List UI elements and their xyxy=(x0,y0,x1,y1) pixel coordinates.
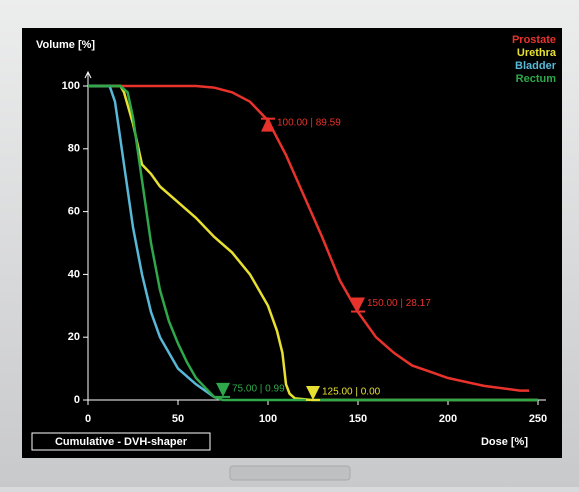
y-tick-label: 20 xyxy=(68,331,80,343)
button-strip xyxy=(229,465,351,481)
mode-box xyxy=(31,432,211,451)
y-tick-label: 0 xyxy=(74,394,80,406)
y-tick-label: 40 xyxy=(68,268,80,280)
x-tick-label: 100 xyxy=(259,413,277,425)
dose-marker-label: 150.00 | 28.17 xyxy=(367,298,431,309)
series-line xyxy=(88,84,538,402)
dose-marker xyxy=(306,386,320,400)
mode-label: Cumulative - DVH-shaper xyxy=(55,436,188,448)
legend-entry: Prostate xyxy=(512,34,556,46)
x-tick-label: 0 xyxy=(85,413,91,425)
y-tick-label: 100 xyxy=(62,80,80,92)
y-axis-arrow xyxy=(84,70,92,79)
screen xyxy=(22,28,562,458)
x-tick-label: 50 xyxy=(172,413,184,425)
dose-marker-label: 125.00 | 0.00 xyxy=(322,387,381,398)
plot: Volume [%] Dose [%] Cumulative - DVH-sha… xyxy=(31,39,528,451)
series-line xyxy=(88,84,529,392)
dose-marker-label: 100.00 | 89.59 xyxy=(277,117,341,128)
legend-entry: Bladder xyxy=(515,60,557,72)
dose-marker-label: 75.00 | 0.99 xyxy=(232,384,285,395)
legend-entry: Urethra xyxy=(517,47,557,59)
dose-marker xyxy=(351,297,365,312)
dose-marker xyxy=(261,116,275,132)
y-tick-label: 80 xyxy=(68,143,80,155)
legend-entry: Rectum xyxy=(516,73,557,85)
series-line xyxy=(88,84,224,402)
x-axis-title: Dose [%] xyxy=(481,436,528,448)
dose-marker xyxy=(216,382,230,397)
y-tick-label: 60 xyxy=(68,206,80,218)
x-tick-label: 250 xyxy=(529,413,547,425)
y-axis-title: Volume [%] xyxy=(36,39,95,51)
x-tick-label: 200 xyxy=(439,413,457,425)
x-tick-label: 150 xyxy=(349,413,367,425)
